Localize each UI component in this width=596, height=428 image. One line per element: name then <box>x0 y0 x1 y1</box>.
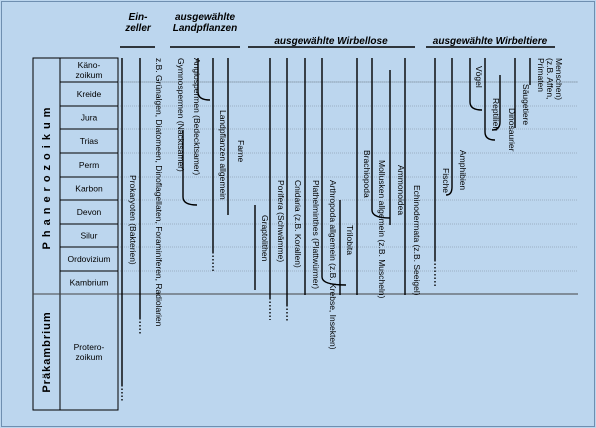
range-line <box>491 75 501 131</box>
lineage-label: Säugetiere <box>521 84 531 125</box>
lineage-label-group: z.B. Grünalgen, Diatomeen, Dinoflagellat… <box>154 58 164 327</box>
lineage-label-group: Cnidaria (z.B. Korallen) <box>293 180 303 268</box>
lineage-label-group: Gymnospermen (Nacktsamer) <box>176 58 186 172</box>
lineage-label-group: Dinosaurier <box>507 108 517 152</box>
lineage-label: Prokaryoten (Bakterien) <box>128 175 138 265</box>
lineage-label: Menschen) <box>554 58 564 100</box>
lineage-label: Angiospermen (Bedecktsamer) <box>192 58 202 175</box>
group-header: ausgewählte Wirbellose <box>274 36 388 47</box>
period-name-group: Käno-zoikum <box>76 60 103 80</box>
lineage-label: Brachiopoda <box>362 150 372 198</box>
period-name: Trias <box>80 136 99 146</box>
group-header: ausgewählte Wirbeltiere <box>433 36 548 47</box>
period-name-group: Jura <box>81 113 98 123</box>
period-name-group: Karbon <box>75 184 103 194</box>
lineage-label: Trilobita <box>345 225 355 255</box>
period-name: Silur <box>80 231 97 241</box>
era-name: Phanerozoikum <box>41 103 53 250</box>
period-name: Kreide <box>77 89 102 99</box>
lineage-label: Fische <box>441 168 451 193</box>
range-line <box>321 58 347 286</box>
period-name: Kambrium <box>70 278 109 288</box>
period-name: Jura <box>81 113 98 123</box>
lineage-label: z.B. Grünalgen, Diatomeen, Dinoflagellat… <box>154 58 164 327</box>
lineage-label: Plathelminthes (Plattwürmer) <box>311 180 321 289</box>
range-line <box>469 58 483 111</box>
lineage-label: Arthropoda allgemein (z.B. Krebse, Insek… <box>328 180 338 350</box>
period-name: Devon <box>77 207 102 217</box>
lineage-label: Dinosaurier <box>507 108 517 152</box>
lineage-label-group: Brachiopoda <box>362 150 372 198</box>
group-header-group: ausgewählte Wirbellose <box>274 36 388 47</box>
lineage-label: Graptolithen <box>260 215 270 262</box>
era-name: Präkambrium <box>41 311 53 392</box>
lineage-label-group: Reptilien <box>491 98 501 131</box>
lineage-label-group: Prokaryoten (Bakterien) <box>128 175 138 265</box>
range-line <box>445 58 453 196</box>
lineage-label-group: Graptolithen <box>260 215 270 262</box>
lineage-label: Primaten <box>536 58 546 92</box>
period-name-group: Perm <box>79 160 99 170</box>
period-name-group: Protero-zoikum <box>74 342 105 362</box>
period-name: Protero- <box>74 342 105 352</box>
group-header: Ein- <box>129 12 149 23</box>
lineage-label-group: Amphibien <box>458 150 468 190</box>
group-header: ausgewählte <box>175 12 235 23</box>
lineage-label: Amphibien <box>458 150 468 190</box>
lineage-label-group: Primaten (z.B. Affen, Menschen) <box>536 58 564 100</box>
group-header: zeller <box>124 23 152 34</box>
period-name: Karbon <box>75 184 103 194</box>
lineage-label-group: Arthropoda allgemein (z.B. Krebse, Insek… <box>328 180 338 350</box>
lineage-label: Porifera (Schwämme) <box>276 180 286 262</box>
lineage-label: Reptilien <box>491 98 501 131</box>
lineage-label-group: Säugetiere <box>521 84 531 125</box>
lineage-label-group: Porifera (Schwämme) <box>276 180 286 262</box>
range-line <box>484 58 496 141</box>
lineage-label-group: Plathelminthes (Plattwürmer) <box>311 180 321 289</box>
lineage-label: Echinodermata (z.B. Seeigel) <box>412 185 422 296</box>
lineage-label-group: Mollusken allgemein (z.B. Muscheln) <box>377 160 387 299</box>
period-name: Perm <box>79 160 99 170</box>
lineage-label-group: Farne <box>236 140 246 162</box>
lineage-label: Gymnospermen (Nacktsamer) <box>176 58 186 172</box>
period-name: zoikum <box>76 70 103 80</box>
group-header-group: Ein-zeller <box>124 12 152 34</box>
lineage-label: Farne <box>236 140 246 162</box>
period-name: Ordovizium <box>68 254 111 264</box>
range-line <box>182 130 198 206</box>
lineage-label-group: Landpflanzen allgemein <box>218 110 228 200</box>
lineage-label-group: Echinodermata (z.B. Seeigel) <box>412 185 422 296</box>
period-name: zoikum <box>76 352 103 362</box>
group-header: Landpflanzen <box>173 23 237 34</box>
lineage-label-group: Ammonoidea <box>396 165 406 215</box>
period-name-group: Kreide <box>77 89 102 99</box>
lineage-label: (z.B. Affen, <box>545 58 555 99</box>
period-name-group: Ordovizium <box>68 254 111 264</box>
range-line <box>197 58 211 101</box>
lineage-label-group: Fische <box>441 168 451 193</box>
range-line <box>371 58 391 219</box>
period-name-group: Silur <box>80 231 97 241</box>
period-name-group: Kambrium <box>70 278 109 288</box>
period-name-group: Trias <box>80 136 99 146</box>
period-name: Käno- <box>78 60 101 70</box>
lineage-label: Ammonoidea <box>396 165 406 215</box>
lineage-label: Mollusken allgemein (z.B. Muscheln) <box>377 160 387 299</box>
period-name-group: Devon <box>77 207 102 217</box>
lineage-label-group: Angiospermen (Bedecktsamer) <box>192 58 202 175</box>
lineage-label: Landpflanzen allgemein <box>218 110 228 200</box>
group-header-group: ausgewählte Wirbeltiere <box>433 36 548 47</box>
lineage-label-group: Trilobita <box>345 225 355 255</box>
lineage-label: Vögel <box>474 66 484 88</box>
lineage-label: Cnidaria (z.B. Korallen) <box>293 180 303 268</box>
lineage-label-group: Vögel <box>474 66 484 88</box>
